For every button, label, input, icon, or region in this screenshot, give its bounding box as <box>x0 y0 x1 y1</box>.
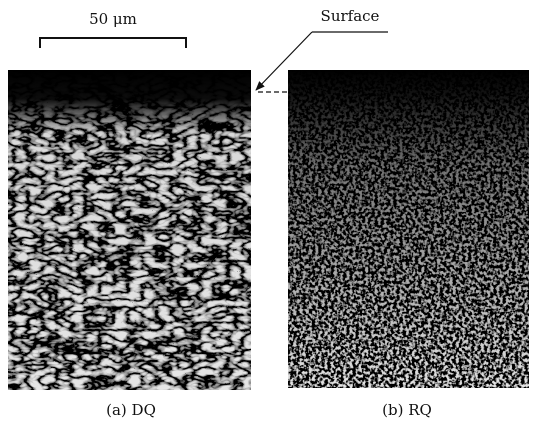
panel-caption: (b) RQ <box>382 401 432 419</box>
micrograph-b <box>288 70 529 388</box>
scale-bar <box>40 38 186 48</box>
micrograph-surface-layer <box>288 70 529 388</box>
micrograph-a <box>8 70 251 390</box>
scale-label: 50 μm <box>89 10 137 28</box>
annotation-label: Surface <box>321 7 380 25</box>
panel-caption: (a) DQ <box>106 401 156 419</box>
figure: 50 μm Surface (a) DQ (b) RQ <box>0 0 535 430</box>
micrograph-surface-layer <box>8 70 251 390</box>
page: {"scale_bar": {"label": "50 μm"}, "annot… <box>0 0 535 430</box>
